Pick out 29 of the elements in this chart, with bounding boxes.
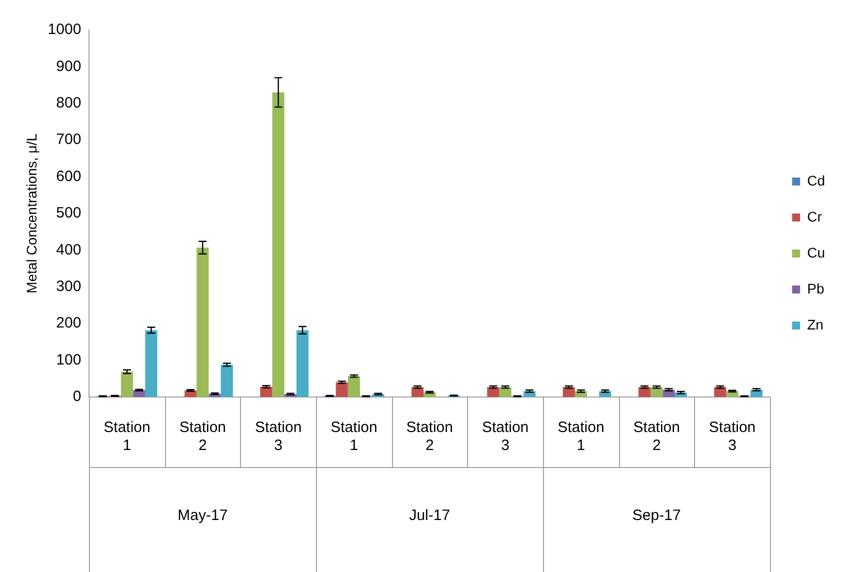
y-tick-label: 900 [56, 58, 82, 75]
legend-label: Cu [807, 244, 826, 260]
y-tick-label: 200 [56, 314, 82, 332]
x-tick-label: Station 1 [330, 419, 378, 454]
y-tick-label: 600 [56, 168, 82, 185]
legend-label: Cd [807, 172, 826, 188]
x-tick-label: Station 2 [633, 419, 680, 454]
text: Jul-17 [409, 507, 450, 524]
y-tick-label: 300 [56, 278, 82, 296]
x-tick-label: Station 3 [708, 419, 756, 454]
x-tick-label: Station 1 [104, 419, 150, 454]
y-tick-label: 700 [56, 131, 82, 148]
x-tick-label: Station 3 [482, 419, 529, 454]
x-tick-label: Station 1 [558, 419, 604, 454]
text: May-17 [178, 507, 228, 524]
legend-label: Cr [807, 208, 822, 224]
x-tick-label: Station 2 [179, 419, 226, 454]
x-tick-label: Station 2 [406, 419, 453, 454]
y-tick-label: 0 [72, 388, 82, 406]
y-tick-label: 400 [56, 241, 82, 258]
y-tick-label: 100 [56, 351, 82, 368]
y-tick-label: 800 [56, 94, 82, 112]
legend-label: Pb [807, 280, 824, 296]
text: Sep-17 [632, 507, 681, 524]
y-tick-label: 1000 [48, 21, 82, 38]
y-axis-title: Metal Concentrations, μ/L [23, 133, 40, 294]
y-tick-label: 500 [56, 204, 82, 222]
legend-label: Zn [807, 316, 824, 332]
x-tick-label: Station 3 [254, 419, 302, 454]
